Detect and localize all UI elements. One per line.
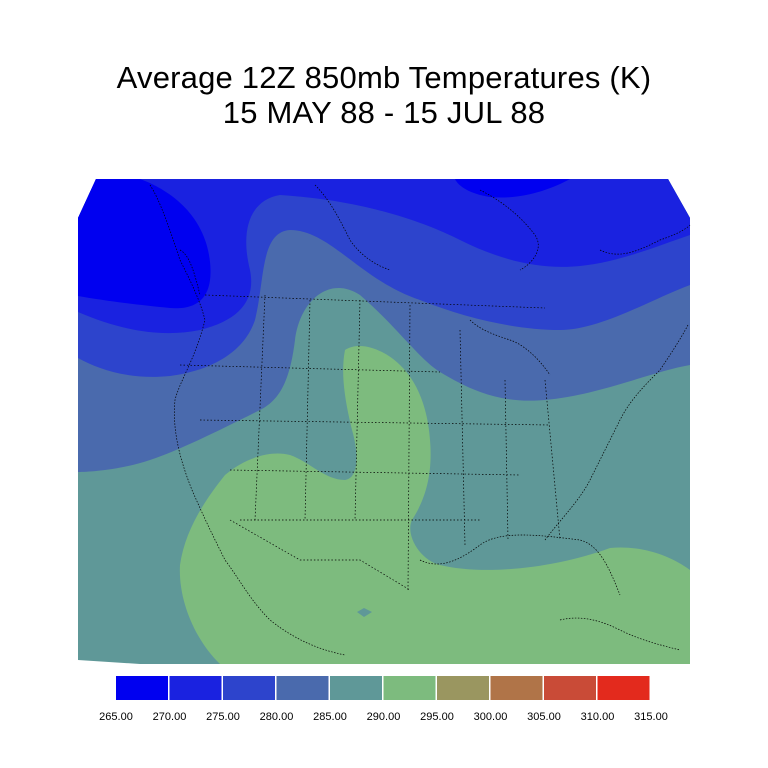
legend-swatch [597, 676, 650, 700]
legend-swatch [544, 676, 596, 700]
legend-label: 315.00 [634, 711, 668, 723]
band-290 [179, 345, 691, 664]
map-title-line-2: 15 MAY 88 - 15 JUL 88 [222, 95, 546, 130]
band-265-west [78, 179, 211, 309]
legend-swatch [276, 676, 329, 700]
band-285-island [357, 608, 372, 617]
coastlines [149, 184, 691, 656]
legend-label: 285.00 [313, 711, 347, 723]
band-265-east [455, 179, 570, 198]
state-boundaries [179, 294, 561, 591]
legend-label: 265.00 [99, 711, 133, 723]
legend-swatch [437, 676, 489, 700]
legend-swatch [330, 676, 382, 700]
legend-label: 305.00 [527, 711, 561, 723]
legend-label: 270.00 [153, 711, 187, 723]
legend-label: 295.00 [420, 711, 454, 723]
legend-swatch [490, 676, 543, 700]
legend-label: 310.00 [581, 711, 615, 723]
legend-swatch [383, 676, 436, 700]
legend-label: 275.00 [206, 711, 240, 723]
legend-swatch [169, 676, 222, 700]
legend-label: 280.00 [260, 711, 294, 723]
legend-label: 290.00 [367, 711, 401, 723]
map-title-line-1: Average 12Z 850mb Temperatures (K) [116, 60, 652, 95]
band-270 [78, 179, 690, 334]
legend-swatch [223, 676, 275, 700]
legend-label: 300.00 [474, 711, 508, 723]
legend-swatch [116, 676, 168, 700]
